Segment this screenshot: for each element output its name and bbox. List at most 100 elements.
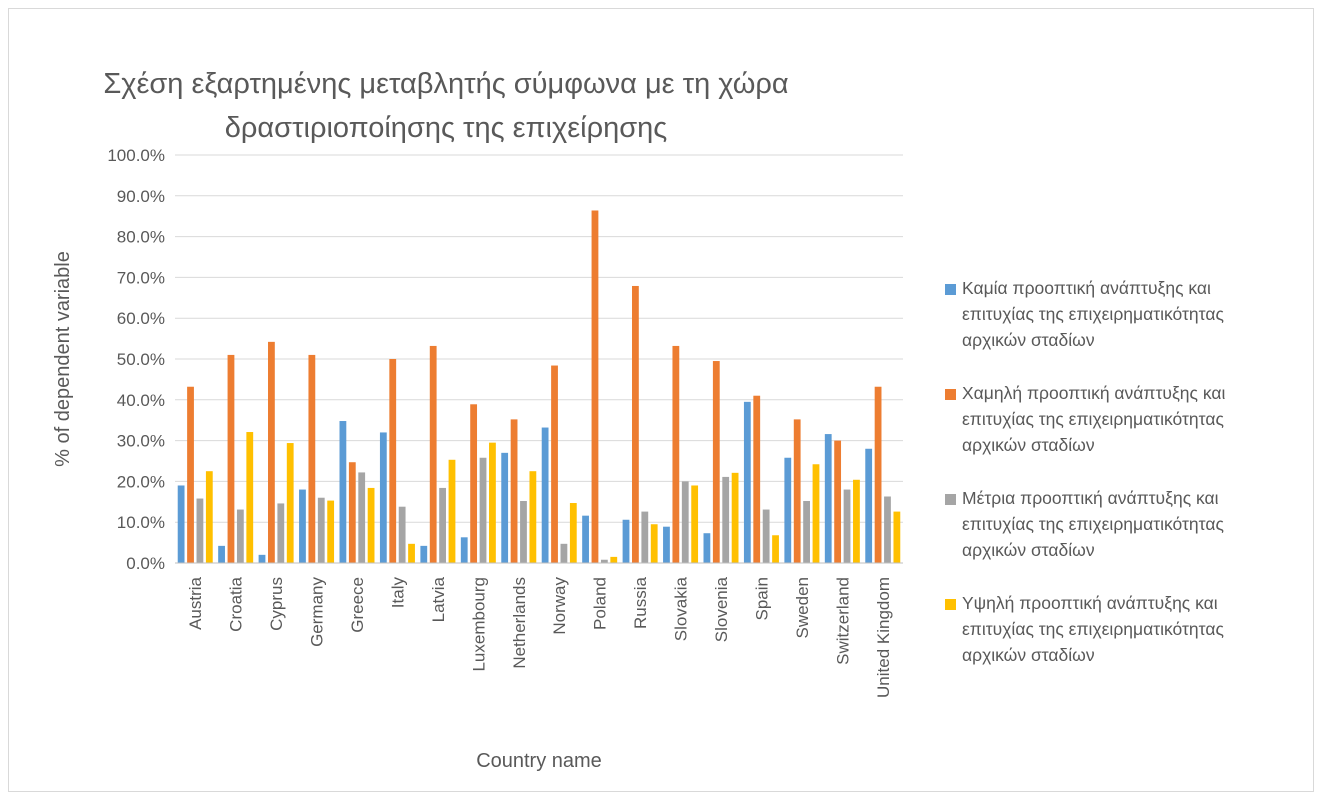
- x-tick-label: United Kingdom: [874, 577, 893, 698]
- bar-italy-series-4: [408, 543, 415, 563]
- bar-switzerland-series-3: [843, 489, 851, 563]
- legend-swatch-1: [945, 284, 956, 295]
- x-tick-label: Italy: [388, 577, 407, 609]
- bar-switzerland-series-1: [824, 434, 832, 563]
- bar-sweden-series-3: [803, 500, 810, 563]
- y-tick-label: 100.0%: [107, 146, 165, 165]
- y-tick-label: 80.0%: [117, 228, 165, 247]
- legend-label-line: αρχικών σταδίων: [962, 330, 1095, 350]
- y-tick-label: 70.0%: [117, 268, 165, 287]
- x-tick-label: Cyprus: [267, 577, 286, 631]
- x-tick-label: Luxembourg: [469, 577, 488, 672]
- x-tick-label: Poland: [591, 577, 610, 630]
- chart-title-line-1: Σχέση εξαρτημένης μεταβλητής σύμφωνα με …: [103, 68, 788, 100]
- bar-greece-series-4: [367, 487, 375, 563]
- bar-slovenia-series-3: [722, 476, 730, 563]
- bar-russia-series-4: [650, 524, 658, 563]
- bar-spain-series-3: [762, 509, 770, 563]
- bar-poland-series-1: [582, 515, 589, 563]
- bar-slovakia-series-2: [672, 345, 680, 563]
- legend-label-line: επιτυχίας της επιχειρηματικότητας: [962, 514, 1224, 534]
- bar-latvia-series-1: [420, 545, 428, 563]
- bar-greece-series-1: [339, 421, 347, 563]
- y-tick-labels: 0.0% 10.0% 20.0% 30.0% 40.0% 50.0% 60.0% 70.0% 8…: [107, 146, 165, 573]
- bar-netherlands-series-2: [510, 419, 518, 563]
- bar-cyprus-series-4: [286, 443, 294, 563]
- bar-italy-series-1: [379, 432, 387, 563]
- legend-label-line: αρχικών σταδίων: [962, 645, 1095, 665]
- bar-netherlands-series-1: [501, 452, 509, 563]
- x-tick-label: Sweden: [793, 577, 812, 638]
- legend-label-line: Μέτρια προοπτική ανάπτυξης και: [962, 488, 1219, 508]
- legend-label-line: Χαμηλή προοπτική ανάπτυξης και: [962, 383, 1225, 403]
- bar-poland-series-3: [600, 559, 608, 563]
- bar-luxembourg-series-1: [460, 537, 468, 563]
- bar-slovakia-series-4: [691, 485, 699, 563]
- bar-united-kingdom-series-1: [865, 448, 873, 563]
- x-tick-label: Netherlands: [510, 577, 529, 669]
- chart-title-line-2: δραστιριοποίησης της επιχείρησης: [225, 112, 667, 144]
- x-tick-label: Slovakia: [672, 576, 691, 641]
- bar-sweden-series-4: [812, 464, 820, 563]
- legend-label-line: επιτυχίας της επιχειρηματικότητας: [962, 304, 1224, 324]
- chart-svg: Σχέση εξαρτημένης μεταβλητής σύμφωνα με …: [52, 68, 1225, 772]
- bar-germany-series-2: [308, 354, 316, 563]
- legend-label-line: Καμία προοπτική ανάπτυξης και: [962, 278, 1211, 298]
- y-tick-label: 20.0%: [117, 472, 165, 491]
- x-tick-label: Spain: [752, 577, 771, 620]
- x-axis-title: Country name: [476, 750, 602, 772]
- legend-swatch-2: [945, 389, 956, 400]
- x-tick-label: Austria: [186, 576, 205, 629]
- x-tick-labels: Austria Croatia Cyprus Germany Greece Italy La…: [186, 576, 893, 698]
- bar-italy-series-3: [398, 506, 406, 563]
- bar-spain-series-2: [753, 395, 761, 563]
- bar-croatia-series-4: [246, 432, 254, 563]
- bar-austria-series-4: [205, 471, 213, 563]
- bar-italy-series-2: [389, 359, 397, 563]
- bar-united-kingdom-series-2: [874, 386, 882, 563]
- bar-norway-series-2: [551, 365, 558, 563]
- bar-united-kingdom-series-3: [884, 496, 891, 563]
- bar-slovakia-series-1: [663, 526, 670, 563]
- y-tick-label: 40.0%: [117, 391, 165, 410]
- x-tick-label: Slovenia: [712, 576, 731, 642]
- bar-switzerland-series-2: [834, 440, 842, 563]
- bar-netherlands-series-3: [520, 500, 527, 563]
- bar-slovakia-series-3: [681, 481, 689, 563]
- y-tick-label: 30.0%: [117, 432, 165, 451]
- bar-netherlands-series-4: [529, 471, 537, 563]
- bar-poland-series-2: [591, 210, 599, 564]
- legend-label-line: επιτυχίας της επιχειρηματικότητας: [962, 409, 1224, 429]
- bar-germany-series-4: [327, 500, 335, 563]
- bar-norway-series-3: [560, 543, 568, 563]
- x-tick-label: Greece: [348, 577, 367, 633]
- y-axis-title: % of dependent variable: [52, 251, 74, 467]
- y-tick-label: 50.0%: [117, 350, 165, 369]
- bar-croatia-series-3: [236, 509, 244, 563]
- bar-germany-series-1: [299, 489, 306, 563]
- bar-germany-series-3: [317, 497, 325, 563]
- bar-russia-series-3: [641, 511, 649, 563]
- bar-luxembourg-series-4: [489, 442, 496, 563]
- y-tick-label: 10.0%: [117, 513, 165, 532]
- bar-cyprus-series-3: [277, 503, 285, 563]
- legend-label-line: επιτυχίας της επιχειρηματικότητας: [962, 619, 1224, 639]
- gridlines: [175, 154, 903, 523]
- bars: [177, 210, 901, 564]
- bar-austria-series-2: [187, 386, 194, 563]
- bar-united-kingdom-series-4: [893, 511, 901, 563]
- x-tick-label: Russia: [631, 576, 650, 629]
- legend: Καμία προοπτική ανάπτυξης και επιτυχίας τ…: [945, 278, 1225, 665]
- bar-luxembourg-series-3: [479, 457, 487, 563]
- bar-norway-series-4: [569, 503, 577, 563]
- bar-latvia-series-3: [439, 487, 446, 563]
- legend-swatch-4: [945, 599, 956, 610]
- legend-swatch-3: [945, 494, 956, 505]
- bar-russia-series-2: [632, 285, 639, 563]
- bar-switzerland-series-4: [853, 479, 860, 563]
- x-tick-label: Latvia: [429, 576, 448, 622]
- bar-greece-series-2: [348, 462, 356, 563]
- bar-austria-series-1: [177, 485, 185, 563]
- bar-luxembourg-series-2: [470, 404, 478, 563]
- bar-austria-series-3: [196, 498, 204, 563]
